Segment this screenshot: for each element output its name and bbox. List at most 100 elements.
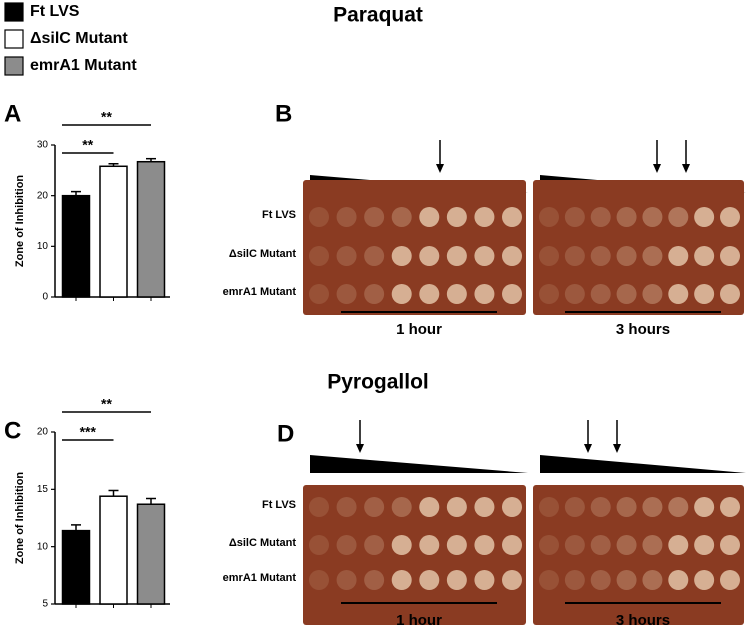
row-label: emrA1 Mutant [223, 286, 297, 298]
y-tick-label: 0 [42, 292, 48, 303]
row-label: emrA1 Mutant [223, 572, 297, 584]
legend-label: ΔsilC Mutant [30, 30, 128, 47]
spot [590, 570, 611, 590]
spot [419, 535, 440, 555]
spot [720, 207, 740, 227]
spot [336, 207, 357, 227]
spot [720, 535, 740, 555]
y-tick-label: 10 [37, 241, 49, 252]
spot [336, 246, 357, 266]
spot [616, 570, 637, 590]
bar [61, 529, 91, 605]
significance-label: ** [101, 109, 112, 125]
arrow-head [356, 444, 364, 453]
dilution-wedge [310, 455, 528, 473]
legend-label: Ft LVS [30, 3, 80, 20]
spot [502, 535, 522, 555]
spot [391, 497, 412, 517]
panel-letter: D [277, 420, 294, 447]
spot [720, 284, 740, 304]
spot [668, 207, 689, 227]
significance-label: ** [101, 396, 112, 412]
legend-swatch [4, 29, 24, 49]
spot [642, 284, 663, 304]
spot [694, 497, 715, 517]
spot [391, 207, 412, 227]
spot [616, 535, 637, 555]
spot [446, 570, 467, 590]
arrow-head [436, 164, 444, 173]
spot [502, 284, 522, 304]
spot [564, 535, 585, 555]
spot [539, 246, 559, 266]
spot [642, 246, 663, 266]
spot [590, 284, 611, 304]
spot [502, 497, 522, 517]
row-label: Ft LVS [262, 209, 296, 221]
plate-photo [303, 485, 526, 625]
spot [668, 535, 689, 555]
spot [616, 207, 637, 227]
spot [474, 246, 495, 266]
time-label: 3 hours [616, 321, 670, 338]
spot [364, 284, 385, 304]
spot [590, 246, 611, 266]
spot [564, 284, 585, 304]
y-tick-label: 30 [37, 140, 49, 151]
spot [336, 284, 357, 304]
spot [419, 246, 440, 266]
spot [668, 246, 689, 266]
spot [391, 570, 412, 590]
spot [564, 207, 585, 227]
panel-letter: C [4, 417, 21, 444]
y-tick-label: 5 [42, 599, 48, 610]
arrow-head [584, 444, 592, 453]
spot [419, 570, 440, 590]
spot [694, 246, 715, 266]
plate-photo [533, 485, 744, 625]
bar [136, 160, 166, 298]
spot [539, 535, 559, 555]
significance-label: ** [82, 137, 93, 153]
spot [564, 570, 585, 590]
spot [419, 284, 440, 304]
spot [364, 497, 385, 517]
dilution-wedge [540, 455, 746, 473]
y-tick-label: 15 [37, 484, 49, 495]
spot [309, 284, 329, 304]
row-label: ΔsilC Mutant [229, 248, 297, 260]
spot [446, 284, 467, 304]
spot [391, 535, 412, 555]
spot [616, 284, 637, 304]
spot [446, 497, 467, 517]
spot [590, 207, 611, 227]
spot [539, 497, 559, 517]
spot [590, 497, 611, 517]
spot [694, 535, 715, 555]
spot [419, 207, 440, 227]
spot [474, 284, 495, 304]
legend-swatch [4, 56, 24, 76]
spot [642, 535, 663, 555]
arrow-head [613, 444, 621, 453]
arrow-head [682, 164, 690, 173]
spot [446, 207, 467, 227]
spot [539, 570, 559, 590]
bar [99, 495, 128, 605]
spot [694, 570, 715, 590]
spot [720, 497, 740, 517]
spot [616, 497, 637, 517]
spot [694, 284, 715, 304]
spot [502, 570, 522, 590]
spot [668, 497, 689, 517]
spot [336, 570, 357, 590]
bar [136, 503, 166, 605]
spot [642, 497, 663, 517]
time-label: 1 hour [396, 612, 442, 629]
spot [336, 497, 357, 517]
panel-letter: B [275, 100, 292, 127]
bar [61, 194, 91, 298]
spot [564, 246, 585, 266]
spot [391, 284, 412, 304]
plate-photo [533, 180, 744, 315]
